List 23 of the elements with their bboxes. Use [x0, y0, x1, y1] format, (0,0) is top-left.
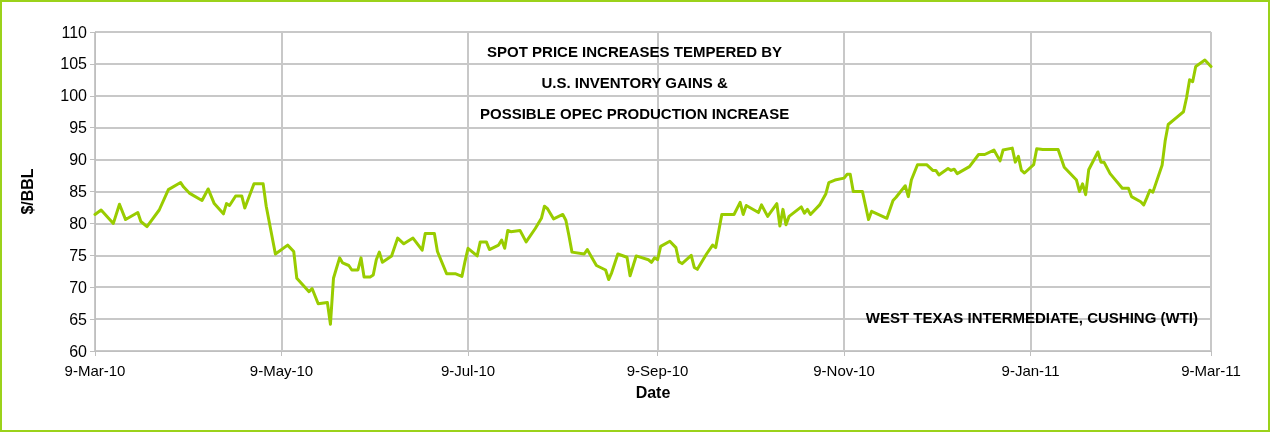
- line-series: [93, 58, 1213, 326]
- x-tick-label: 9-Jan-11: [1001, 362, 1060, 379]
- x-tick-label: 9-Sep-10: [626, 362, 689, 379]
- y-tick-label: 60: [69, 342, 88, 360]
- text: SPOT PRICE INCREASES TEMPERED BY U.S. INVENTORY GAINS & POSSIBLE OPEC PRODUCTION INCREASE: [479, 43, 790, 122]
- y-tick-label: 110: [61, 23, 88, 41]
- y-tick-label: 95: [69, 119, 88, 137]
- y-tick-label: 70: [69, 278, 88, 296]
- x-tick-label: 9-Mar-10: [64, 362, 126, 379]
- y-tick-label: 100: [60, 87, 88, 105]
- annotation: WEST TEXAS INTERMEDIATE, CUSHING (WTI): [865, 309, 1199, 326]
- x-axis-title: Date: [635, 383, 671, 401]
- x-tick-label: 9-Mar-11: [1181, 362, 1241, 379]
- y-tick-label: 85: [69, 183, 88, 200]
- x-tick-label: 9-Nov-10: [813, 362, 875, 379]
- y-tick-label: 90: [69, 151, 88, 169]
- y-tick-label: 105: [60, 55, 88, 73]
- y-axis-title: $/BBL: [18, 168, 36, 215]
- x-tick-label: 9-Jul-10: [440, 362, 496, 379]
- y-tick-label: 75: [69, 246, 88, 264]
- x-tick-label: 9-May-10: [249, 362, 314, 379]
- y-tick-label: 65: [69, 310, 88, 328]
- y-tick-label: 80: [69, 214, 88, 232]
